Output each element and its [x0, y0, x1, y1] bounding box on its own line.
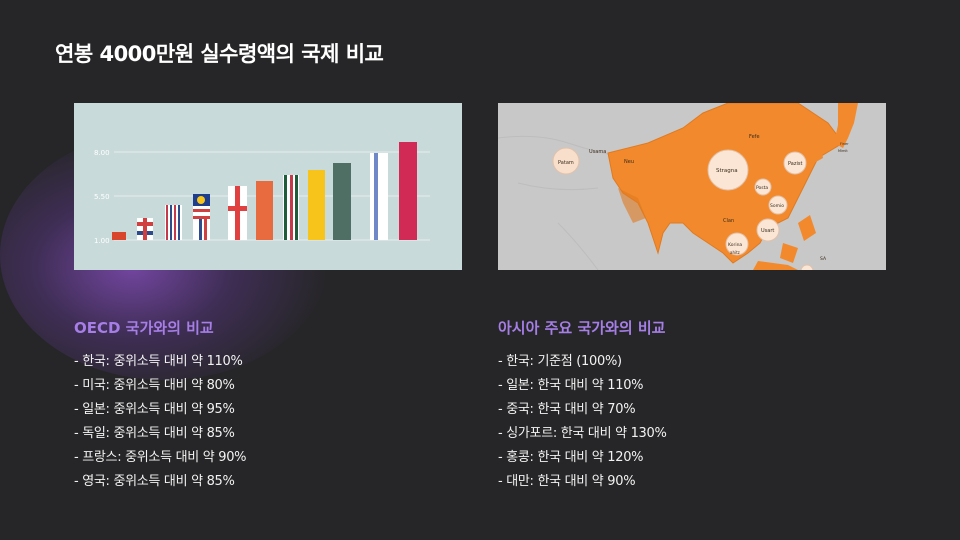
- map-label: Finer: [840, 142, 849, 146]
- list-item: - 미국: 중위소득 대비 약 80%: [74, 378, 235, 393]
- map-label: Usart: [761, 228, 774, 234]
- map-label: Mimit: [838, 149, 848, 153]
- map-label: Usama: [589, 149, 606, 155]
- list-item: - 홍콩: 한국 대비 약 120%: [498, 450, 644, 465]
- list-item: - 중국: 한국 대비 약 70%: [498, 402, 636, 417]
- bar-chart-with-flags-image: 8.00 5.50 1.00: [74, 103, 462, 270]
- bar: [333, 163, 351, 240]
- flag-bar: [283, 175, 299, 240]
- bar: [256, 181, 273, 240]
- map-marker: [707, 149, 749, 191]
- flag-bar: [137, 218, 153, 240]
- oecd-heading: OECD 국가와의 비교: [74, 319, 214, 337]
- map-marker: [552, 147, 580, 175]
- map-illustration: Patam Usama Neu Fefe Stragna Pazist Post…: [498, 103, 886, 270]
- flag-bar: [370, 153, 388, 240]
- y-tick-label: 5.50: [94, 193, 110, 201]
- list-item: - 프랑스: 중위소득 대비 약 90%: [74, 450, 247, 465]
- map-label: SA: [820, 256, 827, 262]
- asia-map-image: Patam Usama Neu Fefe Stragna Pazist Post…: [498, 103, 886, 270]
- list-item: - 일본: 중위소득 대비 약 95%: [74, 402, 235, 417]
- flag-bar: [193, 194, 210, 240]
- map-label: Clan: [723, 218, 734, 224]
- asia-list: - 한국: 기준점 (100%) - 일본: 한국 대비 약 110% - 중국…: [498, 350, 667, 494]
- map-marker: [756, 218, 780, 242]
- list-item: - 일본: 한국 대비 약 110%: [498, 378, 644, 393]
- map-marker: [800, 264, 814, 270]
- flag-bar: [228, 186, 247, 240]
- list-item: - 싱가포르: 한국 대비 약 130%: [498, 426, 667, 441]
- list-item: - 한국: 중위소득 대비 약 110%: [74, 354, 243, 369]
- map-marker: [783, 151, 807, 175]
- oecd-list: - 한국: 중위소득 대비 약 110% - 미국: 중위소득 대비 약 80%…: [74, 350, 247, 494]
- map-label: Fefe: [749, 134, 760, 140]
- map-label: Stragna: [716, 168, 738, 174]
- bar: [399, 142, 417, 240]
- bar-chart-illustration: 8.00 5.50 1.00: [94, 142, 430, 245]
- y-tick-label: 8.00: [94, 149, 110, 157]
- list-item: - 대만: 한국 대비 약 90%: [498, 474, 636, 489]
- asia-heading: 아시아 주요 국가와의 비교: [498, 319, 666, 337]
- list-item: - 독일: 중위소득 대비 약 85%: [74, 426, 235, 441]
- flag-bar: [112, 232, 126, 240]
- map-label: Posta: [756, 185, 768, 191]
- map-label: Somio: [770, 203, 784, 209]
- bar: [308, 170, 325, 240]
- flag-bar: [165, 205, 182, 240]
- y-tick-label: 1.00: [94, 237, 110, 245]
- map-marker: [768, 195, 788, 215]
- slide-title: 연봉 4000만원 실수령액의 국제 비교: [55, 42, 384, 66]
- map-label: Pazist: [788, 161, 802, 167]
- map-label: Korina: [728, 242, 742, 248]
- map-marker: [754, 178, 772, 196]
- map-label: Patam: [558, 160, 574, 166]
- list-item: - 영국: 중위소득 대비 약 85%: [74, 474, 235, 489]
- map-marker: [725, 232, 749, 256]
- map-label: Neu: [624, 159, 634, 165]
- map-label: ahitz: [730, 250, 740, 255]
- island-shape: [834, 103, 858, 148]
- list-item: - 한국: 기준점 (100%): [498, 354, 622, 369]
